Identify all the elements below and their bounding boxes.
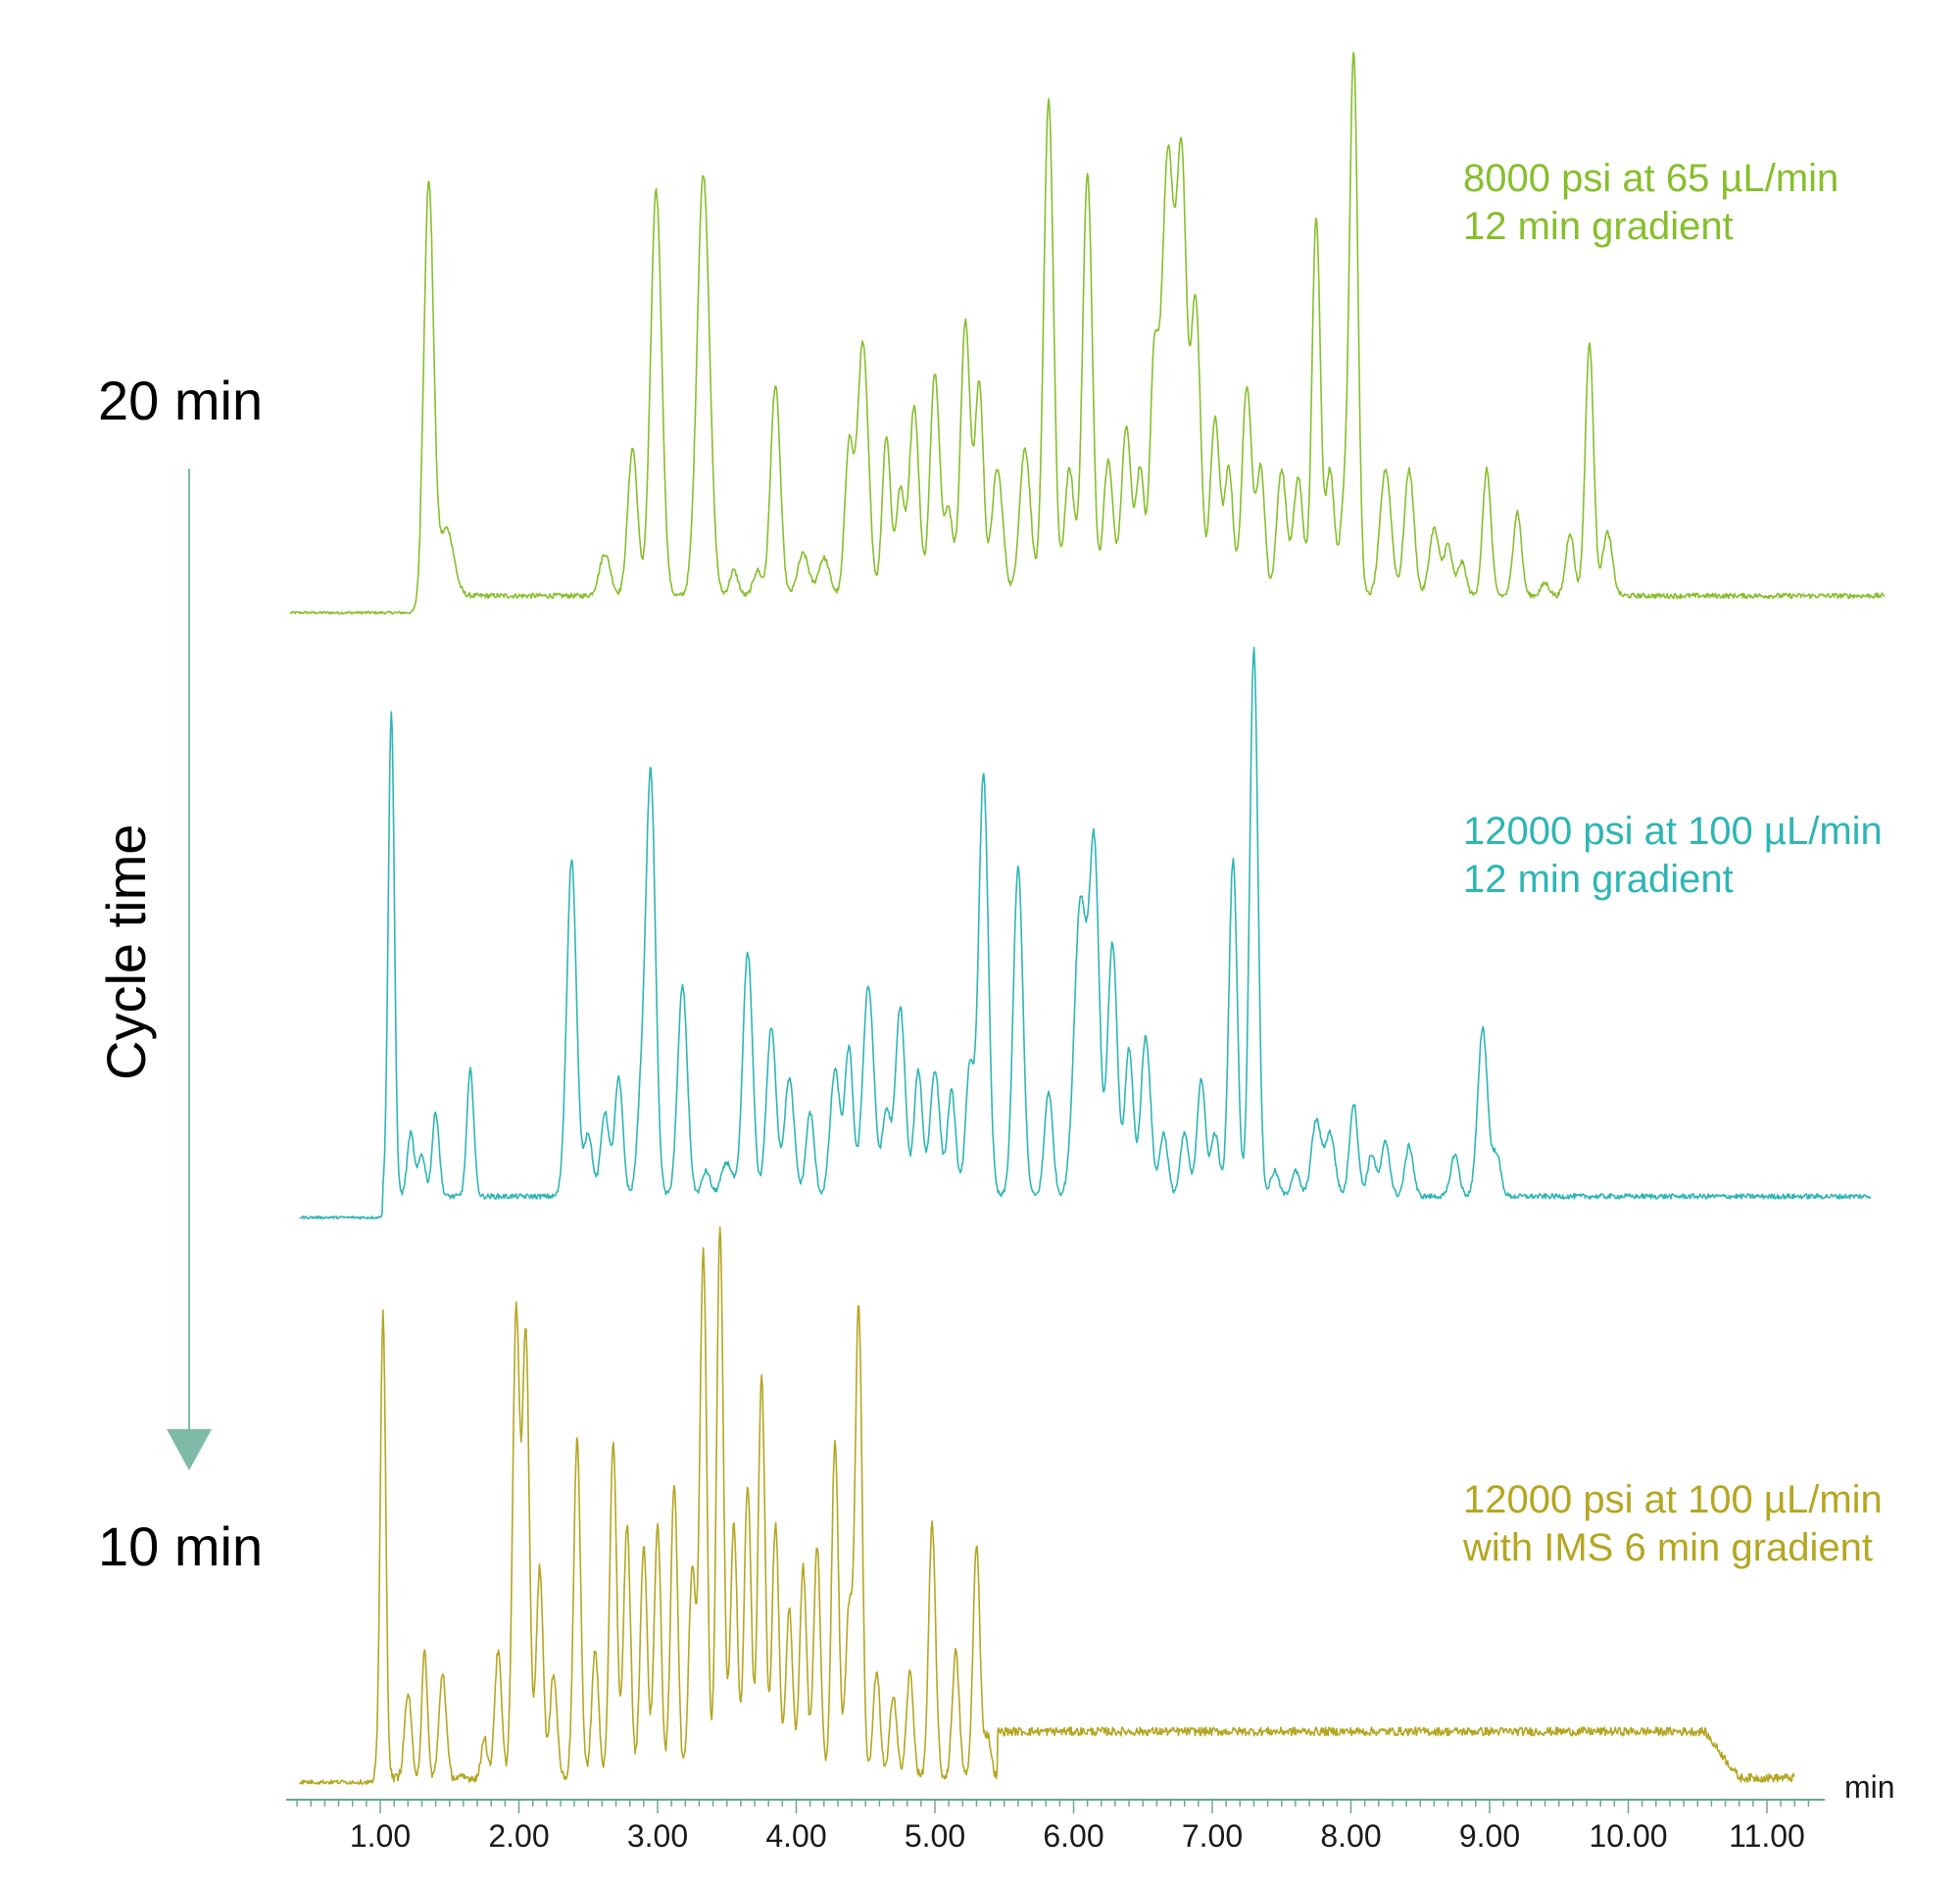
x-axis-unit-label: min bbox=[1844, 1769, 1895, 1805]
trace-8000psi-label-line1: 8000 psi at 65 µL/min bbox=[1463, 157, 1838, 200]
x-tick-label: 1.00 bbox=[350, 1818, 411, 1854]
trace-8000psi bbox=[289, 51, 1886, 616]
trace-12000psi-ims bbox=[299, 1226, 1795, 1785]
trace-12000psi bbox=[299, 646, 1872, 1220]
x-tick-label: 6.00 bbox=[1043, 1818, 1103, 1854]
x-tick-label: 10.00 bbox=[1589, 1818, 1667, 1854]
x-tick-label: 11.00 bbox=[1729, 1818, 1805, 1854]
x-tick-label: 8.00 bbox=[1320, 1818, 1381, 1854]
trace-12000psi-label-line1: 12000 psi at 100 µL/min bbox=[1463, 810, 1883, 853]
cycle-time-arrow-head bbox=[167, 1429, 212, 1470]
x-axis-ticks: 1.00 2.00 3.00 4.00 5.00 6.00 7.00 8.00 9.00 10.0… bbox=[296, 1800, 1810, 1854]
trace-12000psi-ims-label-line2: with IMS 6 min gradient bbox=[1462, 1526, 1873, 1569]
trace-12000psi-label-line2: 12 min gradient bbox=[1463, 858, 1734, 901]
x-tick-label: 4.00 bbox=[765, 1818, 826, 1854]
cycle-time-top-label: 20 min bbox=[98, 370, 263, 431]
x-tick-label: 5.00 bbox=[905, 1818, 965, 1854]
cycle-time-bottom-label: 10 min bbox=[98, 1515, 263, 1577]
cycle-time-axis-label: Cycle time bbox=[95, 824, 157, 1080]
trace-8000psi-label-line2: 12 min gradient bbox=[1463, 205, 1734, 248]
x-tick-label: 7.00 bbox=[1182, 1818, 1243, 1854]
trace-12000psi-ims-label-line1: 12000 psi at 100 µL/min bbox=[1463, 1478, 1883, 1521]
x-tick-label: 3.00 bbox=[627, 1818, 688, 1854]
x-tick-label: 2.00 bbox=[488, 1818, 549, 1854]
x-tick-label: 9.00 bbox=[1459, 1818, 1520, 1854]
